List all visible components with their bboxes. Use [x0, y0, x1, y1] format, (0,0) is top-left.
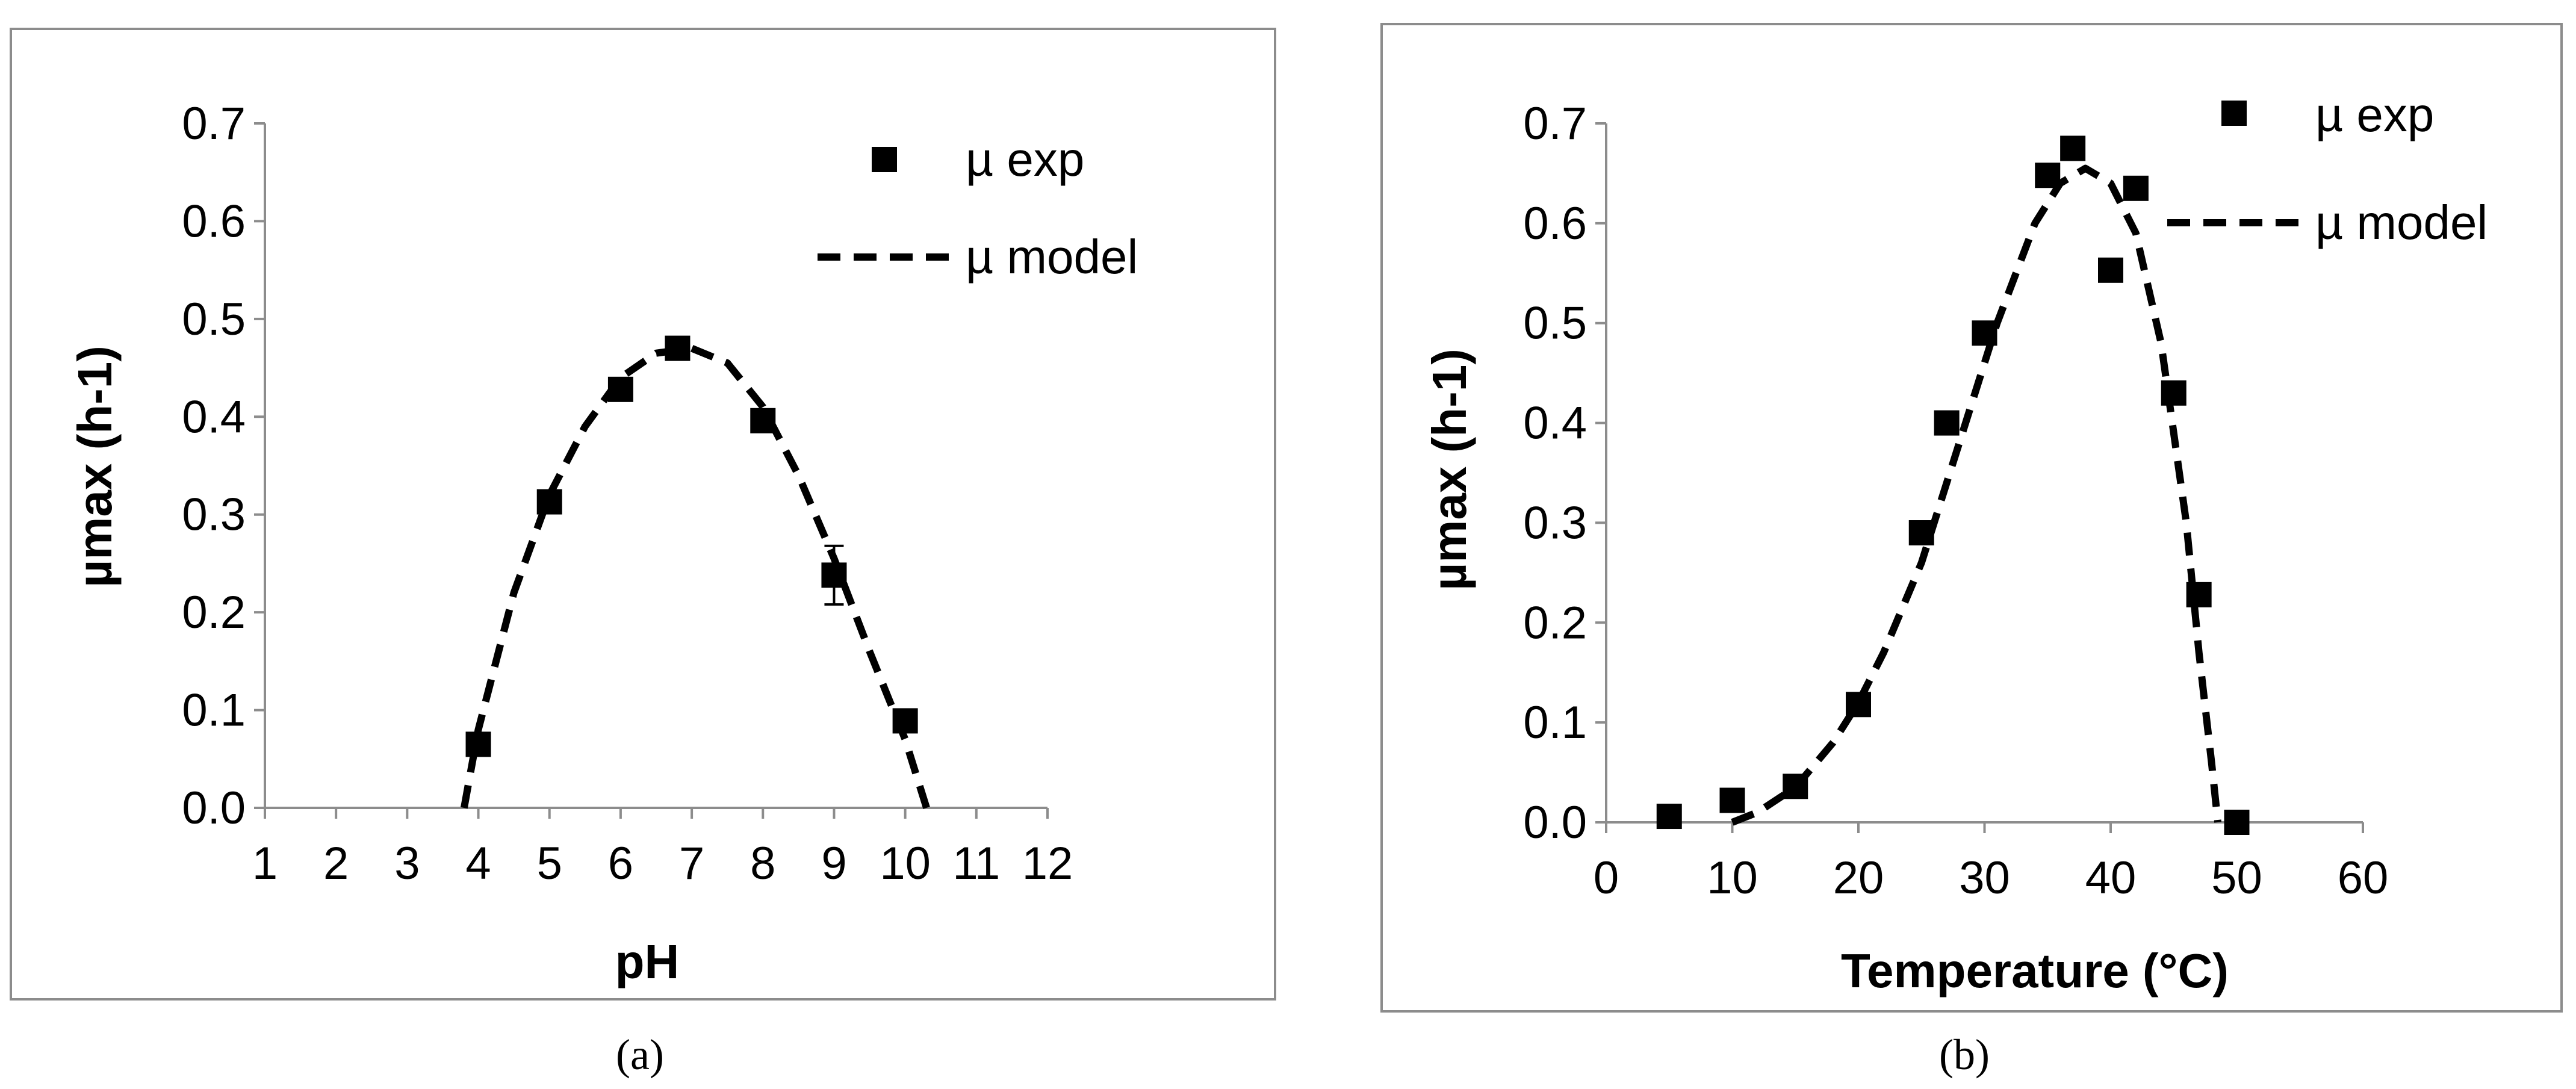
legend-label-exp-a: µ exp	[966, 132, 1084, 186]
legend-marker-exp-b	[2221, 101, 2247, 126]
data-point-marker	[1656, 804, 1682, 830]
x-tick-label: 12	[1022, 838, 1073, 889]
data-point-marker	[2098, 257, 2123, 283]
y-axis-title-a: µmax (h-1)	[68, 346, 122, 588]
y-tick-label: 0.4	[1523, 398, 1587, 449]
y-tick-label: 0.3	[182, 489, 246, 541]
y-tick-label: 0.6	[1523, 198, 1587, 249]
axes-a	[254, 122, 1049, 819]
y-tick-label: 0.4	[182, 391, 246, 442]
data-points-a	[465, 335, 918, 757]
legend-a: µ exp µ model	[818, 132, 1138, 284]
y-tick-label: 0.0	[182, 783, 246, 834]
x-tick-label: 9	[821, 838, 846, 889]
tick-labels-a: 0.00.10.20.30.40.50.60.71 2 3 4 5 6 7 8 9 10 11 12	[182, 98, 1073, 889]
tick-labels-b: 0.0 0.1 0.2 0.3 0.4 0.5 0.6 0.7 0 10 20 30 40 50 60	[1523, 98, 2388, 904]
x-tick-label: 0	[1594, 852, 1619, 904]
chart-panel-a: 0.00.10.20.30.40.50.60.71 2 3 4 5 6 7 8 9 10 11 12 …	[10, 28, 1276, 1079]
x-tick-label: 20	[1833, 852, 1884, 904]
legend-label-exp-b: µ exp	[2315, 88, 2434, 141]
y-axis-title-b: µmax (h-1)	[1423, 349, 1476, 591]
data-point-marker	[821, 562, 847, 588]
legend-b: µ exp µ model	[2167, 88, 2488, 249]
x-tick-label: 50	[2211, 852, 2262, 904]
data-point-marker	[2224, 810, 2250, 835]
x-tick-label: 40	[2085, 852, 2137, 904]
data-point-marker	[2186, 582, 2212, 607]
data-point-marker	[892, 708, 918, 734]
y-tick-label: 0.7	[1523, 98, 1587, 149]
data-points-b	[1656, 135, 2250, 835]
x-tick-label: 4	[465, 838, 491, 889]
data-point-marker	[2060, 135, 2086, 161]
y-tick-label: 0.7	[182, 98, 246, 149]
x-tick-label: 11	[952, 838, 1000, 889]
data-point-marker	[665, 335, 691, 361]
data-point-marker	[1934, 410, 1960, 436]
model-line-b	[1731, 164, 2222, 826]
chart-frame-b	[1380, 23, 2563, 1013]
chart-panel-b: 0.0 0.1 0.2 0.3 0.4 0.5 0.6 0.7 0 10 20 30 40 50 60 Te…	[1380, 23, 2563, 1079]
data-point-marker	[536, 489, 562, 515]
data-point-marker	[607, 376, 633, 402]
data-point-marker	[465, 731, 491, 757]
x-tick-label: 10	[880, 838, 931, 889]
x-tick-label: 1	[252, 838, 278, 889]
x-tick-label: 60	[2338, 852, 2389, 904]
x-axis-title-a: pH	[615, 935, 680, 988]
legend-marker-exp-a	[872, 147, 897, 172]
y-tick-label: 0.1	[1523, 697, 1587, 748]
caption-a: (a)	[616, 1031, 664, 1079]
data-point-marker	[750, 408, 776, 433]
data-point-marker	[1846, 692, 1871, 718]
y-tick-label: 0.5	[182, 294, 246, 345]
x-tick-label: 7	[679, 838, 704, 889]
caption-b: (b)	[1939, 1031, 1990, 1079]
model-line-a	[460, 344, 930, 809]
data-point-marker	[2123, 175, 2149, 201]
x-tick-label: 10	[1707, 852, 1758, 904]
x-tick-label: 30	[1959, 852, 2010, 904]
y-tick-label: 0.0	[1523, 797, 1587, 848]
x-tick-label: 5	[537, 838, 562, 889]
x-tick-label: 2	[323, 838, 349, 889]
y-tick-label: 0.3	[1523, 497, 1587, 548]
y-tick-label: 0.6	[182, 196, 246, 247]
x-tick-label: 6	[608, 838, 633, 889]
data-point-marker	[2035, 163, 2061, 188]
legend-label-model-a: µ model	[966, 230, 1138, 284]
y-tick-label: 0.2	[182, 587, 246, 638]
x-axis-title-b: Temperature (°C)	[1841, 944, 2229, 997]
model-curve-a	[460, 344, 930, 809]
y-tick-label: 0.5	[1523, 298, 1587, 349]
data-point-marker	[1972, 320, 1997, 346]
data-point-marker	[2161, 380, 2186, 406]
model-curve-b	[1731, 164, 2222, 826]
chart-frame-a	[10, 28, 1276, 1001]
data-point-marker	[1908, 520, 1934, 546]
x-tick-label: 8	[750, 838, 775, 889]
y-tick-label: 0.1	[182, 685, 246, 736]
data-point-marker	[1783, 774, 1808, 799]
x-tick-label: 3	[394, 838, 420, 889]
y-tick-label: 0.2	[1523, 597, 1587, 648]
legend-label-model-b: µ model	[2315, 196, 2488, 249]
data-point-marker	[1719, 787, 1745, 813]
